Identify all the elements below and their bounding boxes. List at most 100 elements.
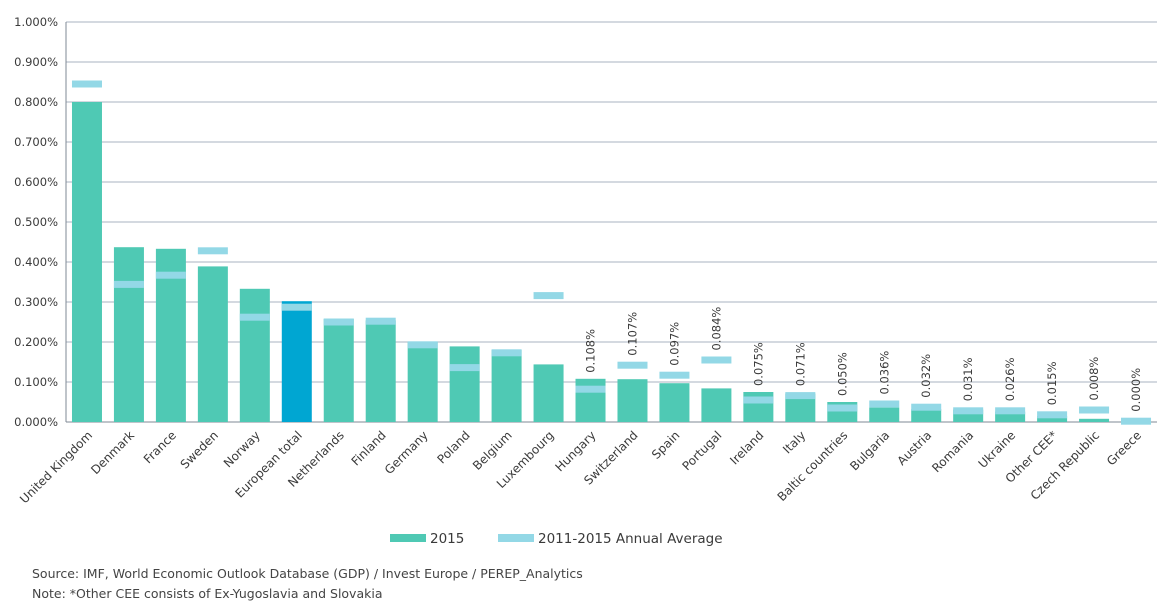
bar (701, 388, 732, 422)
x-tick-label: Greece (1104, 428, 1144, 468)
average-marker (323, 318, 354, 326)
data-label: 0.000% (1129, 368, 1143, 412)
average-marker (743, 396, 774, 404)
data-label: 0.075% (751, 342, 765, 386)
bar (911, 409, 942, 422)
average-marker (407, 341, 438, 349)
x-tick-label: France (141, 428, 179, 466)
x-tick-label: United Kingdom (17, 428, 95, 506)
y-tick-label: 0.200% (14, 335, 58, 349)
average-marker (953, 407, 984, 415)
x-tick-label: Ireland (727, 428, 766, 467)
average-marker (701, 356, 732, 364)
average-marker (197, 247, 228, 255)
bar (491, 350, 522, 422)
markers-annual-average (71, 80, 1152, 425)
y-tick-label: 0.100% (14, 375, 58, 389)
y-tick-label: 0.500% (14, 215, 58, 229)
average-marker (365, 317, 396, 325)
bar (869, 407, 900, 422)
x-tick-label: Romania (929, 428, 976, 475)
bar (575, 378, 606, 422)
y-axis-ticks: 0.000% 0.100% 0.200% 0.300% 0.400% 0.500% 0.60… (14, 15, 58, 429)
data-labels: 0.108% 0.107% 0.097% 0.084% 0.075% 0.071% 0.05… (584, 307, 1144, 412)
x-tick-label: Finland (349, 428, 389, 468)
data-label: 0.036% (877, 351, 891, 395)
x-tick-label: Ukraine (976, 428, 1019, 471)
x-tick-label: Sweden (178, 428, 221, 471)
y-tick-label: 0.400% (14, 255, 58, 269)
y-tick-label: 0.800% (14, 95, 58, 109)
bar (113, 247, 144, 422)
data-label: 0.050% (835, 352, 849, 396)
average-marker (449, 364, 480, 372)
legend-swatch-average (498, 534, 534, 542)
average-marker (71, 80, 102, 88)
x-tick-label: Bulgaria (847, 428, 892, 473)
y-tick-label: 0.900% (14, 55, 58, 69)
data-label: 0.008% (1087, 357, 1101, 401)
bar (533, 364, 564, 422)
average-marker (239, 313, 270, 321)
data-label: 0.015% (1045, 361, 1059, 405)
y-tick-label: 0.000% (14, 415, 58, 429)
data-label: 0.031% (961, 357, 975, 401)
average-marker (869, 400, 900, 408)
bar (239, 288, 270, 422)
bar (449, 346, 480, 422)
average-marker (911, 403, 942, 411)
data-label: 0.026% (1003, 357, 1017, 401)
bar (281, 301, 312, 422)
x-tick-label: Germany (382, 428, 431, 477)
bar (1037, 416, 1068, 422)
x-tick-label: Poland (435, 428, 473, 466)
bars-2015 (71, 102, 1110, 422)
x-tick-label: Austria (894, 428, 934, 468)
data-label: 0.084% (709, 307, 723, 351)
average-marker (155, 271, 186, 279)
bar (1079, 418, 1110, 422)
legend: 2015 2011-2015 Annual Average (390, 531, 723, 547)
average-marker (1121, 417, 1152, 425)
average-marker (617, 361, 648, 369)
bar (407, 342, 438, 422)
data-label: 0.071% (793, 342, 807, 386)
average-marker (281, 303, 312, 311)
bar (71, 102, 102, 422)
data-label: 0.107% (625, 312, 639, 356)
x-tick-label: Denmark (88, 428, 137, 477)
y-tick-label: 1.000% (14, 15, 58, 29)
average-marker (491, 349, 522, 357)
average-marker (533, 292, 564, 300)
average-marker (575, 385, 606, 393)
x-tick-label: Italy (780, 428, 808, 456)
bar-chart: 0.000% 0.100% 0.200% 0.300% 0.400% 0.500% 0.60… (14, 15, 1157, 547)
average-marker (785, 392, 816, 400)
y-tick-label: 0.300% (14, 295, 58, 309)
bar (323, 318, 354, 422)
average-marker (1037, 411, 1068, 419)
average-marker (659, 371, 690, 379)
x-tick-label: Spain (649, 428, 683, 462)
data-label: 0.097% (667, 322, 681, 366)
bar (365, 320, 396, 422)
bar (197, 266, 228, 422)
average-marker (113, 280, 144, 288)
bar (659, 383, 690, 422)
bar (617, 379, 648, 422)
legend-label: 2011-2015 Annual Average (538, 531, 723, 547)
bar (995, 411, 1026, 422)
average-marker (995, 407, 1026, 415)
average-marker (1079, 406, 1110, 414)
data-label: 0.032% (919, 354, 933, 398)
source-text: Source: IMF, World Economic Outlook Data… (32, 566, 583, 581)
y-tick-label: 0.600% (14, 175, 58, 189)
note-text: Note: *Other CEE consists of Ex-Yugoslav… (32, 586, 383, 601)
average-marker (827, 404, 858, 412)
y-tick-label: 0.700% (14, 135, 58, 149)
legend-label: 2015 (430, 531, 464, 547)
x-tick-label: Norway (221, 428, 263, 470)
x-tick-label: Portugal (679, 428, 724, 473)
gridlines (65, 21, 1157, 423)
